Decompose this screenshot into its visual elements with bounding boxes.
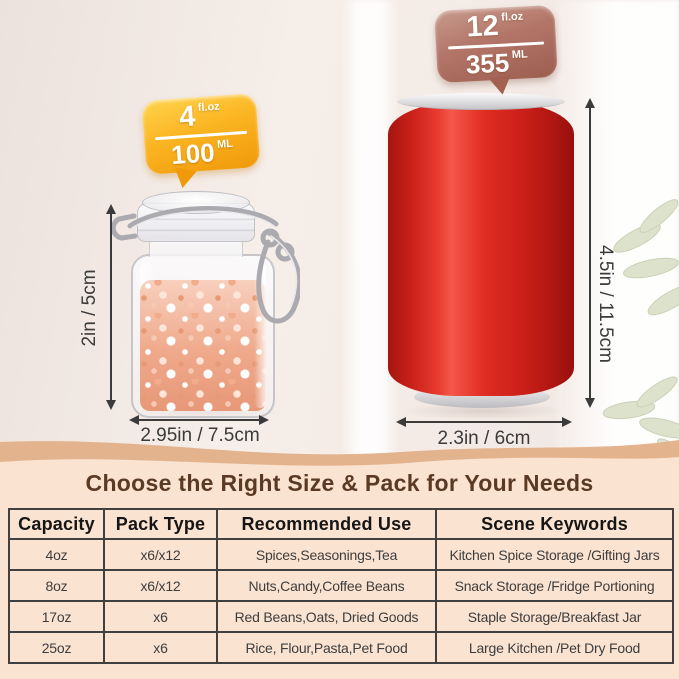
jar-width-dimension-line: [129, 415, 269, 425]
jar-oz-unit: fl.oz: [197, 100, 221, 115]
jar-oz-row: 4 fl.oz: [178, 100, 221, 134]
section-title: Choose the Right Size & Pack for Your Ne…: [85, 470, 594, 496]
table-row: 25oz x6 Rice, Flour,Pasta,Pet Food Large…: [8, 631, 674, 664]
wire-clamp-icon: [110, 205, 300, 324]
bubble-tail: [171, 167, 197, 191]
arrow-right-icon: [562, 417, 572, 427]
jar-ml-unit: ML: [216, 137, 234, 151]
can-ml-row: 355 ML: [465, 47, 529, 80]
olive-branch-icon: [602, 199, 679, 470]
header-scene-keywords: Scene Keywords: [435, 508, 674, 540]
can-oz-unit: fl.oz: [500, 10, 524, 24]
size-pack-table: Capacity Pack Type Recommended Use Scene…: [8, 508, 674, 664]
arrow-left-icon: [129, 415, 139, 425]
can-width-label: 2.3in / 6cm: [437, 428, 531, 449]
can-volume-bubble: 12 fl.oz 355 ML: [434, 4, 558, 97]
can-width-dimension-line: [396, 417, 572, 427]
can-ml-unit: ML: [511, 48, 529, 61]
cell-scene-keywords: Kitchen Spice Storage /Gifting Jars: [435, 538, 674, 571]
can-height-label: 4.5in / 11.5cm: [595, 245, 616, 363]
cell-pack-type: x6: [103, 631, 218, 664]
can-oz-row: 12 fl.oz: [465, 10, 525, 44]
jar-ml-row: 100 ML: [170, 136, 234, 170]
cell-capacity: 25oz: [8, 631, 105, 664]
can-body: [388, 100, 574, 396]
bubble-tail: [488, 75, 514, 97]
jar-volume-bubble: 4 fl.oz 100 ML: [141, 93, 261, 191]
table-header-row: Capacity Pack Type Recommended Use Scene…: [8, 508, 674, 540]
jar-width-label: 2.95in / 7.5cm: [140, 425, 260, 446]
jar-height-dimension-line: [106, 204, 116, 410]
cell-capacity: 8oz: [8, 569, 105, 602]
jar-ml-value: 100: [170, 136, 216, 170]
header-pack-type: Pack Type: [103, 508, 218, 540]
can-oz-value: 12: [465, 10, 500, 44]
cell-recommended-use: Rice, Flour,Pasta,Pet Food: [216, 631, 437, 664]
wave-divider: [0, 440, 679, 482]
cell-capacity: 17oz: [8, 600, 105, 633]
arrow-down-icon: [585, 398, 595, 408]
jar-oz-value: 4: [178, 100, 197, 134]
cell-scene-keywords: Large Kitchen /Pet Dry Food: [435, 631, 674, 664]
can-shadow: [400, 402, 566, 420]
arrow-left-icon: [396, 417, 406, 427]
can-top-rim: [397, 93, 565, 110]
cell-recommended-use: Red Beans,Oats, Dried Goods: [216, 600, 437, 633]
cell-scene-keywords: Staple Storage/Breakfast Jar: [435, 600, 674, 633]
cell-pack-type: x6/x12: [103, 538, 218, 571]
jar-neck: [149, 239, 243, 257]
header-recommended-use: Recommended Use: [216, 508, 437, 540]
arrow-right-icon: [259, 415, 269, 425]
table-row: 8oz x6/x12 Nuts,Candy,Coffee Beans Snack…: [8, 569, 674, 602]
jar-height-label: 2in / 5cm: [79, 269, 100, 347]
arrow-up-icon: [585, 98, 595, 108]
jar-body: [131, 254, 275, 418]
header-capacity: Capacity: [8, 508, 105, 540]
arrow-down-icon: [106, 400, 116, 410]
cell-capacity: 4oz: [8, 538, 105, 571]
can-ml-value: 355: [465, 47, 510, 80]
table-row: 17oz x6 Red Beans,Oats, Dried Goods Stap…: [8, 600, 674, 633]
cell-recommended-use: Nuts,Candy,Coffee Beans: [216, 569, 437, 602]
cell-pack-type: x6/x12: [103, 569, 218, 602]
arrow-up-icon: [106, 204, 116, 214]
cell-scene-keywords: Snack Storage /Fridge Portioning: [435, 569, 674, 602]
pink-salt-fill: [140, 280, 266, 411]
can-height-dimension-line: [585, 98, 595, 408]
cell-pack-type: x6: [103, 600, 218, 633]
cell-recommended-use: Spices,Seasonings,Tea: [216, 538, 437, 571]
table-row: 4oz x6/x12 Spices,Seasonings,Tea Kitchen…: [8, 538, 674, 571]
